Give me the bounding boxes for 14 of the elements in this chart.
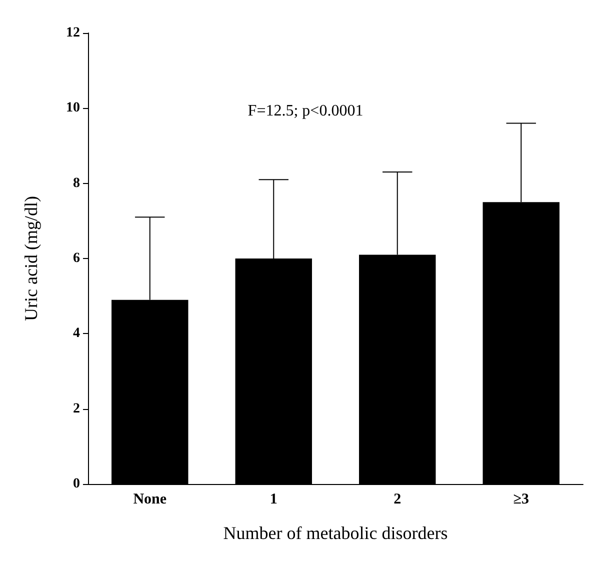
y-tick-label: 12 — [66, 26, 80, 40]
annotation: F=12.5; p<0.0001 — [248, 102, 364, 120]
y-tick-label: 0 — [73, 476, 80, 492]
x-axis-title: Number of metabolic disorders — [223, 523, 448, 543]
y-tick-label: 6 — [73, 251, 80, 266]
x-tick-label: 2 — [394, 492, 402, 508]
x-tick-label: None — [133, 492, 167, 508]
x-tick-label: 1 — [270, 492, 278, 508]
y-axis-title: Uric acid (mg/dl) — [21, 196, 41, 321]
y-tick-label: 2 — [73, 401, 80, 416]
x-tick-label: ≥3 — [513, 492, 529, 508]
y-tick-label: 4 — [73, 326, 80, 342]
y-tick-label: 8 — [73, 176, 80, 191]
y-tick-label: 10 — [66, 100, 80, 116]
